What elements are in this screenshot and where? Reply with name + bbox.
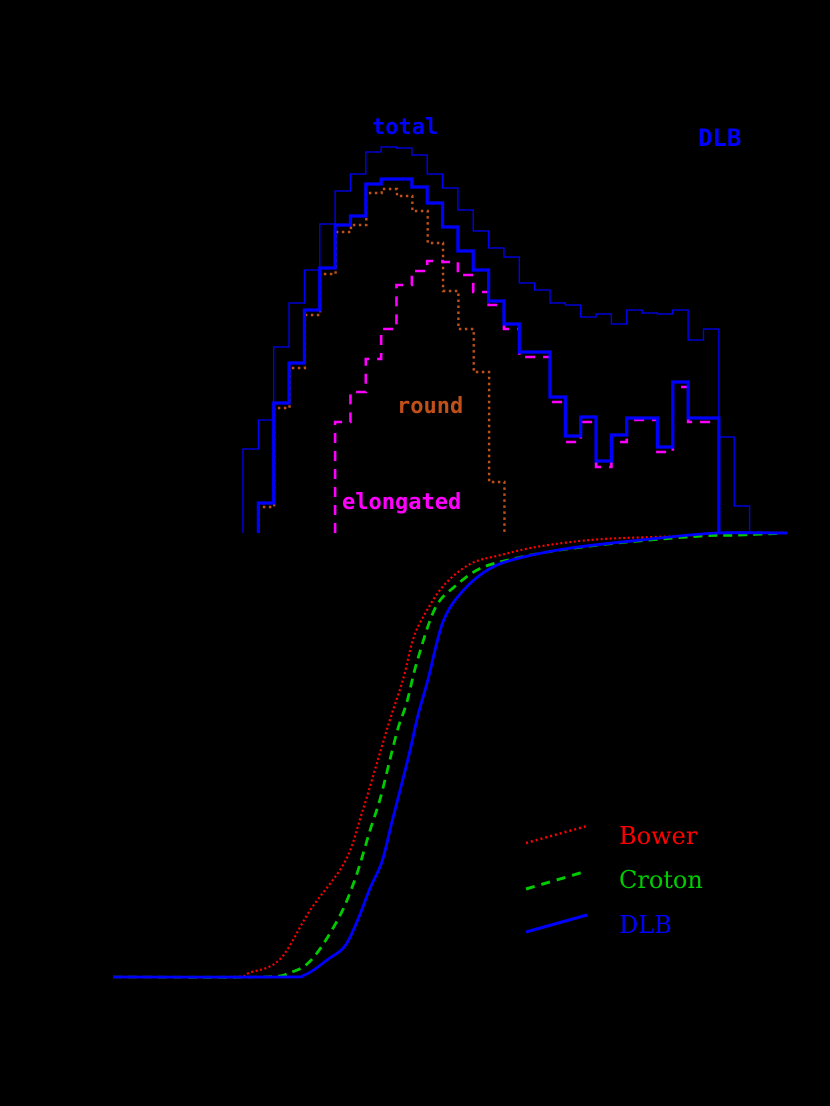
label-total: total [372,115,439,140]
cdf-curve-dlb [112,531,788,979]
legend-lines [525,824,588,934]
legend-line-croton [525,869,588,891]
legend-line-bower [525,824,588,845]
label-elongated: elongated [342,490,462,515]
legend-label-bower: Bower [619,822,698,850]
label-model-dlb: DLB [698,124,742,152]
histogram-dlb-thick [256,177,721,533]
legend-line-dlb [525,913,588,934]
histogram-panel [242,146,751,533]
legend-label-dlb: DLB [619,911,672,939]
histogram-total [242,146,751,533]
histogram-round [257,187,506,533]
cdf-curve-bower [112,531,788,979]
cdf-curve-croton [112,531,788,979]
cumulative-panel [112,531,788,979]
legend-label-croton: Croton [619,866,703,894]
label-round: round [397,394,464,419]
